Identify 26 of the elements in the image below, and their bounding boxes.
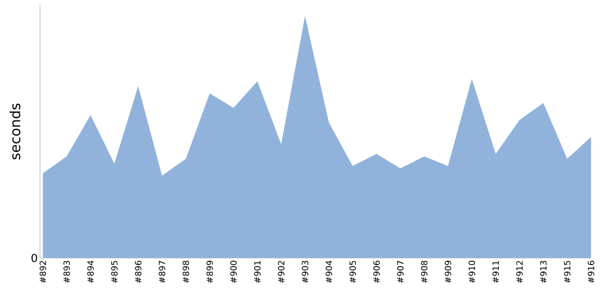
x-tick-label: #907 bbox=[397, 260, 404, 283]
x-tick-label: #912 bbox=[516, 261, 523, 283]
x-tick-label: #894 bbox=[87, 260, 94, 283]
x-tick-label: #897 bbox=[158, 260, 166, 283]
x-tick-label: #895 bbox=[111, 260, 118, 283]
text: 0 bbox=[32, 254, 38, 262]
x-tick-label: #906 bbox=[373, 260, 380, 283]
x-tick-label: #892 bbox=[40, 261, 46, 283]
x-tick-label: #913 bbox=[540, 260, 547, 283]
x-tick-label: #893 bbox=[63, 260, 70, 283]
x-tick-label: #908 bbox=[420, 260, 428, 283]
x-tick-label: #910 bbox=[468, 260, 476, 283]
x-tick-label: #915 bbox=[564, 260, 570, 283]
x-tick-label: #905 bbox=[349, 260, 356, 283]
x-tick-label: #902 bbox=[278, 261, 284, 283]
x-tick-label: #900 bbox=[230, 260, 237, 283]
x-tick-label: #899 bbox=[206, 260, 213, 283]
x-tick-label: #896 bbox=[134, 260, 142, 283]
x-tick-label: #898 bbox=[182, 260, 190, 283]
x-tick-label: #901 bbox=[254, 260, 261, 283]
x-tick-label: #904 bbox=[326, 260, 332, 283]
x-tick-label: #909 bbox=[444, 260, 452, 283]
x-tick-label: #903 bbox=[302, 260, 308, 283]
y-axis-title: seconds bbox=[10, 104, 20, 160]
x-tick-label: #911 bbox=[492, 260, 499, 283]
x-tick-label: #916 bbox=[588, 260, 594, 283]
